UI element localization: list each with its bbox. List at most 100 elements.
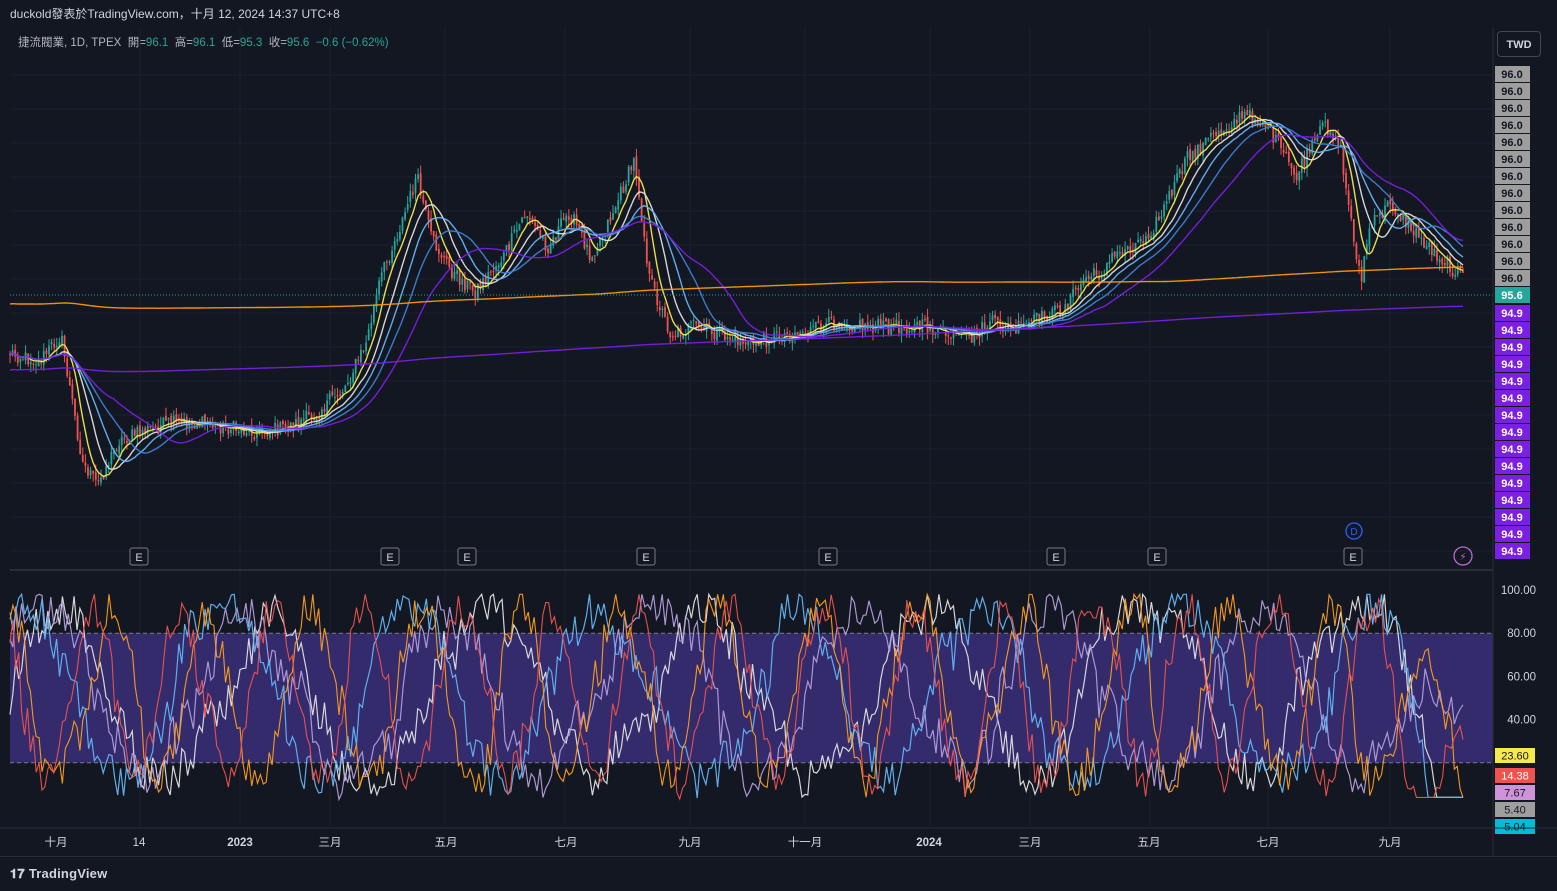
candle-body bbox=[1152, 232, 1155, 238]
earnings-marker-label: E bbox=[824, 552, 831, 564]
earnings-marker[interactable] bbox=[380, 547, 400, 566]
candle-body bbox=[674, 335, 677, 337]
time-axis-label: 七月 bbox=[1257, 836, 1280, 849]
candle-body bbox=[370, 322, 373, 330]
candle-body bbox=[874, 325, 877, 331]
earnings-marker[interactable] bbox=[1147, 547, 1167, 566]
earnings-marker[interactable] bbox=[129, 547, 149, 566]
candle-body bbox=[32, 363, 35, 365]
earnings-marker[interactable] bbox=[457, 547, 477, 566]
candle-body bbox=[115, 449, 118, 452]
price-tag-lower bbox=[1495, 475, 1530, 491]
candle-body bbox=[1316, 135, 1319, 142]
candle-body bbox=[567, 216, 570, 220]
candle-body bbox=[27, 353, 30, 365]
price-tag-upper-label: 96.0 bbox=[1501, 69, 1522, 81]
flash-icon[interactable] bbox=[1453, 546, 1473, 566]
candle-body bbox=[1329, 131, 1332, 136]
candle-body bbox=[687, 323, 690, 333]
candle-body bbox=[1059, 305, 1062, 317]
candle-body bbox=[269, 431, 271, 438]
candle-body bbox=[458, 270, 461, 285]
candle-body bbox=[1090, 276, 1093, 280]
stochastic-line-lavender bbox=[9, 593, 1464, 802]
price-tag-lower bbox=[1495, 441, 1530, 457]
candle-body bbox=[703, 327, 705, 330]
candle-body bbox=[1404, 214, 1407, 227]
candle-body bbox=[383, 262, 386, 273]
open-value: 96.1 bbox=[145, 37, 169, 49]
candle-body bbox=[45, 350, 48, 354]
candle-body bbox=[323, 409, 326, 412]
candle-body bbox=[911, 330, 913, 332]
chart-area[interactable]: E E E E E E E E D ⚡ 96.0 96.0 96.0 96.0 96.0 96.0 96.0 96… bbox=[0, 0, 1557, 856]
candle-body bbox=[505, 245, 508, 252]
time-axis-label: 十月 bbox=[45, 835, 68, 849]
candle-body bbox=[848, 328, 851, 330]
candle-body bbox=[952, 330, 955, 339]
candle-body bbox=[469, 281, 471, 284]
time-axis-label: 七月 bbox=[555, 836, 578, 849]
candle-body bbox=[788, 334, 791, 341]
candle-body bbox=[300, 419, 303, 427]
candle-body bbox=[1428, 242, 1431, 248]
candle-body bbox=[1347, 190, 1350, 205]
candle-body bbox=[1243, 111, 1246, 120]
candle-body bbox=[372, 305, 375, 323]
candle-body bbox=[1147, 234, 1150, 239]
candle-body bbox=[240, 428, 243, 433]
price-tag-upper bbox=[1495, 151, 1530, 167]
candle-body bbox=[619, 186, 622, 201]
candle-body bbox=[664, 307, 666, 317]
candle-body bbox=[500, 262, 503, 267]
candle-body bbox=[126, 440, 128, 443]
candle-body bbox=[835, 327, 838, 330]
candle-body bbox=[534, 222, 536, 226]
candle-body bbox=[1402, 213, 1405, 220]
tradingview-brand[interactable]: 𝟏𝟕 TradingView bbox=[10, 866, 107, 882]
currency-button[interactable]: TWD bbox=[1497, 31, 1541, 57]
dividend-marker-label: D bbox=[1350, 527, 1357, 538]
candle-body bbox=[1456, 270, 1459, 275]
candle-body bbox=[1277, 133, 1280, 138]
price-tag-upper-label: 96.0 bbox=[1501, 188, 1522, 200]
candle-body bbox=[586, 244, 588, 248]
candle-body bbox=[406, 204, 409, 210]
earnings-marker[interactable] bbox=[1046, 547, 1066, 566]
candle-body bbox=[801, 331, 804, 334]
candle-body bbox=[1225, 129, 1228, 131]
candle-body bbox=[716, 328, 718, 341]
candle-body bbox=[196, 424, 199, 429]
candle-body bbox=[682, 335, 685, 339]
candle-body bbox=[541, 236, 544, 239]
price-tag-upper-label: 96.0 bbox=[1501, 137, 1522, 149]
earnings-marker[interactable] bbox=[818, 547, 838, 566]
candle-body bbox=[1118, 252, 1121, 254]
dividend-marker[interactable] bbox=[1345, 522, 1363, 540]
candle-body bbox=[92, 471, 95, 474]
candle-body bbox=[918, 321, 921, 330]
low-label: 低= bbox=[221, 37, 240, 49]
candle-body bbox=[1295, 172, 1298, 180]
candle-body bbox=[1438, 259, 1441, 263]
price-tag-upper-label: 96.0 bbox=[1501, 222, 1522, 234]
candle-body bbox=[495, 266, 497, 271]
time-axis-label: 九月 bbox=[1379, 836, 1402, 849]
candle-body bbox=[934, 332, 937, 335]
candle-body bbox=[1004, 330, 1007, 332]
price-tag-lower-label: 94.9 bbox=[1501, 342, 1522, 354]
candle-body bbox=[1209, 132, 1212, 137]
candle-body bbox=[492, 270, 495, 273]
candle-body bbox=[1412, 230, 1415, 236]
candle-body bbox=[809, 327, 812, 334]
candle-body bbox=[497, 265, 500, 268]
earnings-marker[interactable] bbox=[1343, 547, 1363, 566]
candle-body bbox=[146, 426, 149, 433]
candle-body bbox=[14, 349, 17, 357]
candle-body bbox=[549, 244, 552, 254]
candle-body bbox=[1397, 214, 1399, 216]
candle-body bbox=[1319, 126, 1321, 135]
candle-body bbox=[1087, 275, 1090, 280]
earnings-marker[interactable] bbox=[636, 547, 656, 566]
candle-body bbox=[1113, 251, 1116, 257]
